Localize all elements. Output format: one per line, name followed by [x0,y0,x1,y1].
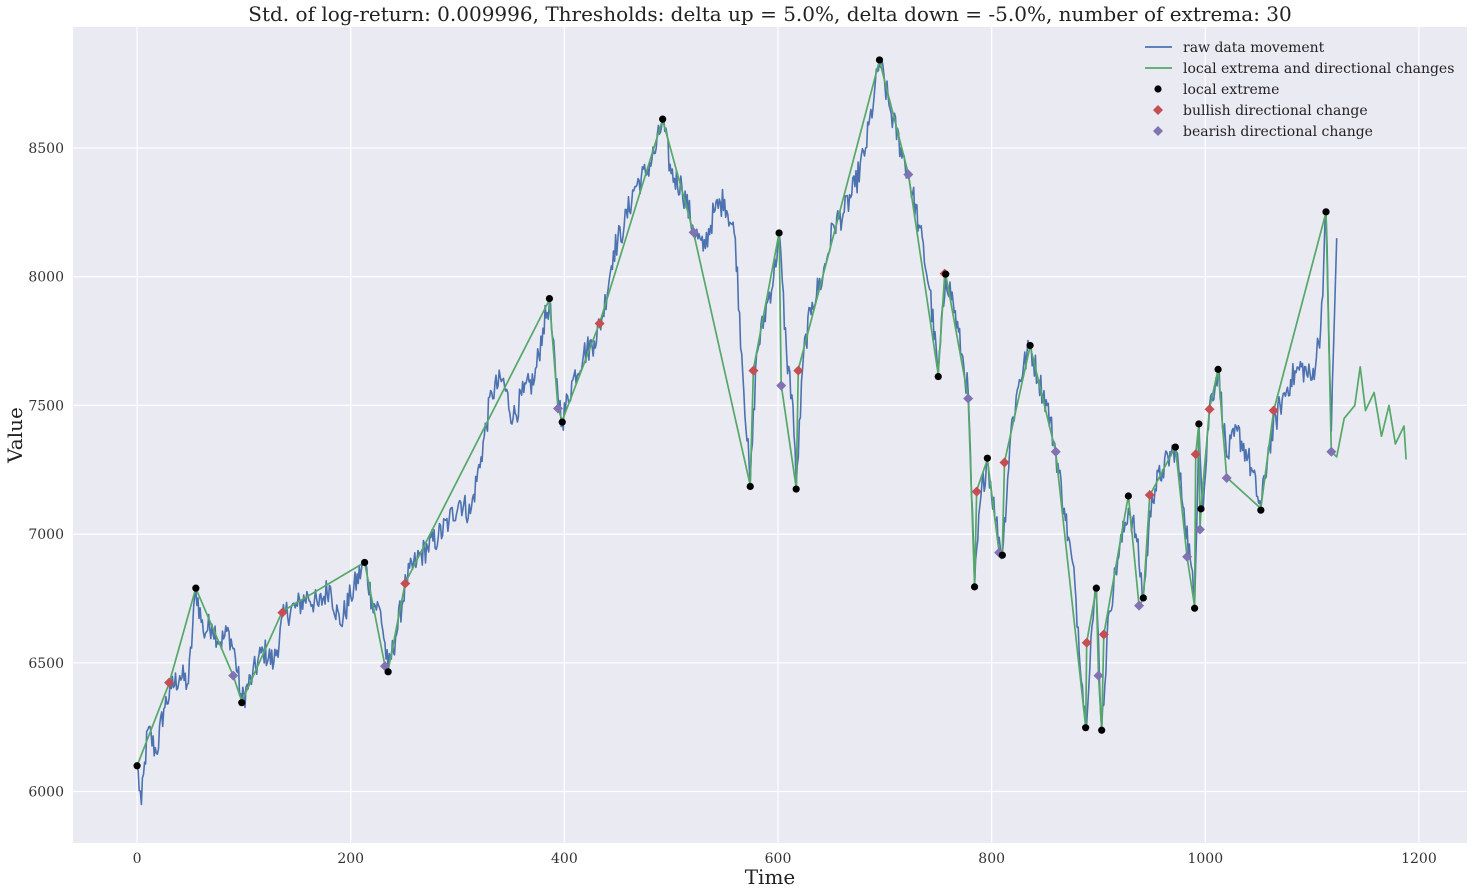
extreme-marker [1171,443,1179,451]
extreme-marker [1139,594,1147,602]
bullish-marker [164,677,175,688]
extreme-marker [545,294,554,303]
bearish-marker [228,670,239,681]
bearish-marker [1093,670,1104,681]
bullish-marker [999,457,1010,468]
legend-entry: local extrema and directional changes [1145,61,1454,77]
extreme-marker [558,418,566,426]
legend-entry: local extreme [1154,82,1279,98]
bearish-marker [903,169,914,180]
x-tick-label: 400 [551,851,578,867]
raw-data-series [136,58,1338,806]
bearish-marker [776,380,787,391]
x-tick-label: 600 [765,851,792,867]
bearish-marker [1182,551,1193,562]
extreme-marker [942,270,950,278]
extreme-marker [1322,208,1330,216]
extreme-marker [1082,724,1090,732]
legend-entry: bearish directional change [1153,124,1373,140]
extreme-marker [1197,505,1205,513]
bullish-marker [277,607,288,618]
bullish-marker [1081,637,1092,648]
x-tick-label: 200 [337,851,364,867]
extreme-marker [775,229,783,237]
x-tick-label: 1200 [1401,851,1437,867]
bearish-marker [963,393,974,404]
raw-data-line [136,58,1338,806]
y-tick-label: 6000 [28,785,64,801]
legend-entry: bullish directional change [1153,103,1368,119]
extreme-marker [1257,506,1265,514]
extreme-marker [659,115,667,123]
y-tick-label: 7000 [28,527,64,543]
plot-background [73,27,1467,843]
extreme-marker [875,56,884,64]
extreme-marker [1026,341,1034,350]
bullish-marker [793,365,804,376]
extreme-marker [746,482,754,491]
chart-title: Std. of log-return: 0.009996, Thresholds… [248,2,1291,26]
legend: raw data movement local extrema and direc… [1145,40,1454,140]
x-tick-label: 800 [978,851,1005,867]
legend-label: local extreme [1183,82,1279,98]
extreme-marker [1098,726,1106,734]
y-axis-label: Value [3,407,27,464]
extreme-marker [1195,420,1203,428]
bearish-marker [1194,524,1205,535]
legend-diamond-swatch [1153,105,1163,115]
extreme-marker [361,558,369,567]
extreme-marker [1124,492,1132,500]
extreme-marker [970,583,979,591]
y-tick-label: 6500 [28,656,64,672]
bearish-marker [552,403,563,414]
bearish-marker [1050,446,1061,457]
x-tick-label: 0 [133,851,142,867]
legend-dot-swatch [1154,85,1162,93]
markers [133,56,1337,770]
bullish-marker [1190,449,1201,460]
bullish-marker [748,365,759,376]
legend-label: bullish directional change [1183,103,1368,119]
extreme-marker [384,668,392,676]
bearish-marker [688,227,699,238]
y-tick-label: 7500 [28,398,64,414]
bullish-marker [1268,405,1279,416]
bullish-marker [1098,629,1109,640]
bullish-marker [594,318,605,329]
extreme-marker [998,551,1006,559]
extreme-marker [934,372,942,381]
bullish-marker [971,486,982,497]
extreme-marker [192,584,200,592]
bearish-marker [1134,600,1145,611]
legend-label: raw data movement [1183,40,1325,56]
bullish-marker [400,578,411,589]
extreme-marker [792,485,800,493]
extreme-marker [983,454,991,462]
bullish-marker [1204,404,1215,415]
extreme-marker [133,762,141,770]
bullish-marker [1144,489,1155,500]
tick-labels: 0 200 400 600 800 1000 1200 6000 6500 7000 7500 800… [28,141,1436,867]
bearish-marker [1326,446,1337,457]
grid [73,27,1467,843]
y-tick-label: 8500 [28,141,64,157]
extreme-marker [238,699,246,707]
bearish-marker [1221,472,1232,483]
legend-diamond-swatch [1153,126,1163,136]
extreme-marker [1092,584,1100,592]
extreme-marker [1191,604,1199,612]
legend-label: local extrema and directional changes [1183,61,1454,77]
legend-entry: raw data movement [1145,40,1325,56]
legend-label: bearish directional change [1183,124,1373,140]
y-tick-label: 8000 [28,270,64,286]
x-tick-label: 1000 [1187,851,1223,867]
x-axis-label: Time [745,865,796,889]
extreme-marker [1214,365,1222,373]
